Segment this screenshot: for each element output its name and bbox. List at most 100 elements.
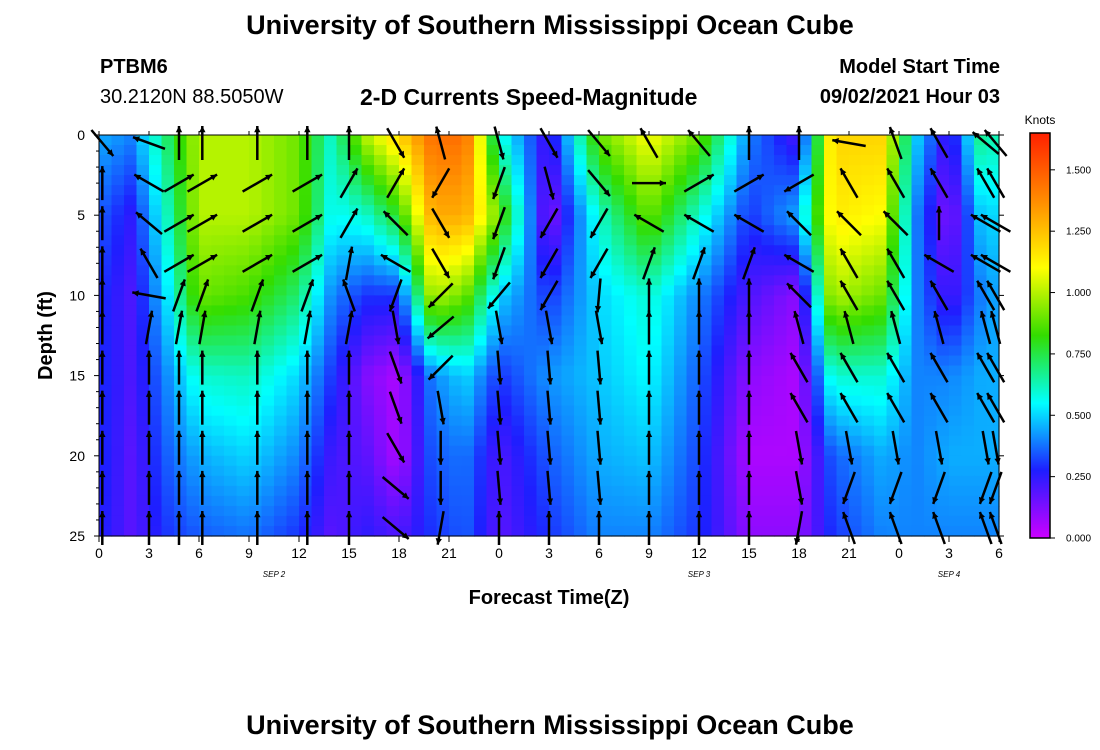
heat-cell [499,435,513,447]
current-arrow [304,470,311,505]
heat-cell [261,345,275,357]
heat-cell [249,345,263,357]
heat-cell [699,415,713,427]
heat-cell [749,205,763,216]
heat-cell [699,435,713,447]
heat-cell [911,205,925,216]
heat-cell [186,305,200,317]
heat-cell [624,295,638,307]
heat-cell [699,365,713,377]
heat-cell [311,495,325,507]
heat-cell [499,445,513,457]
heat-cell [199,205,213,216]
heat-cell [499,205,513,216]
heat-cell [99,465,113,477]
heat-cell [611,465,625,477]
heat-cell [174,325,188,337]
heat-cell [324,355,338,367]
heat-cell [299,215,313,226]
current-arrow [932,511,946,545]
heat-cell [411,275,425,286]
heat-cell [361,185,375,196]
heat-cell [124,265,138,276]
heat-cell [311,395,325,407]
heat-cell [699,155,713,166]
heat-cell [836,205,850,216]
heat-cell [461,305,475,317]
heat-cell [99,405,113,417]
heat-cell [599,155,613,166]
heat-cell [611,425,625,437]
heat-cell [986,475,1000,487]
heat-cell [311,285,325,297]
heat-cell [636,475,650,487]
heat-cell [336,255,350,266]
heat-cell [99,495,113,507]
heat-cell [699,215,713,226]
heat-cell [849,475,863,487]
heat-cell [761,395,775,407]
heat-cell [849,235,863,246]
heat-cell [161,505,175,517]
heat-cell [611,385,625,397]
heat-cell [824,335,838,347]
heat-cell [236,525,250,537]
heat-cell [836,375,850,387]
heat-cell [311,275,325,286]
heat-cell [561,315,575,327]
arrow-head [840,168,847,176]
heat-cell [311,325,325,337]
heat-cell [711,525,725,537]
heat-cell [649,275,663,286]
heat-cell [324,475,338,487]
heat-cell [736,385,750,397]
heat-cell [286,315,300,327]
heat-cell [449,365,463,377]
heat-cell [811,225,825,236]
heat-cell [849,195,863,206]
heat-cell [724,415,738,427]
heat-cell [561,145,575,156]
heat-cell [911,465,925,477]
current-arrow [195,278,210,312]
heat-cell [224,185,238,196]
heat-cell [961,435,975,447]
heat-cell [424,285,438,297]
heat-cell [199,505,213,517]
arrow-head [304,350,311,357]
heat-cell [311,435,325,447]
heat-cell [974,285,988,297]
heat-cell [399,475,413,487]
heat-cell [461,405,475,417]
arrow-head [443,230,450,238]
heat-cell [799,385,813,397]
heat-cell [536,285,550,297]
heat-cell [324,305,338,317]
heat-cell [736,365,750,377]
current-arrow [496,430,504,465]
heat-cell [149,265,163,276]
current-arrow [427,282,454,309]
current-arrow [976,392,996,424]
heat-cell [449,415,463,427]
arrow-head [315,214,323,221]
heat-cell [486,235,500,246]
arrow-head [695,510,703,518]
heat-cell [274,415,288,427]
heat-cell [149,355,163,367]
current-arrow [695,390,703,425]
heat-cell [124,395,138,407]
heat-cell [199,135,213,146]
heat-cell [561,275,575,286]
heat-cell [686,195,700,206]
heat-cell [536,395,550,407]
heat-cell [99,355,113,367]
heat-cell [774,435,788,447]
heat-cell [399,515,413,527]
heat-cell [911,295,925,307]
heat-cell [474,305,488,317]
heat-cell [836,445,850,457]
heat-cell [799,285,813,297]
current-arrow [253,310,263,345]
heat-cell [424,525,438,537]
